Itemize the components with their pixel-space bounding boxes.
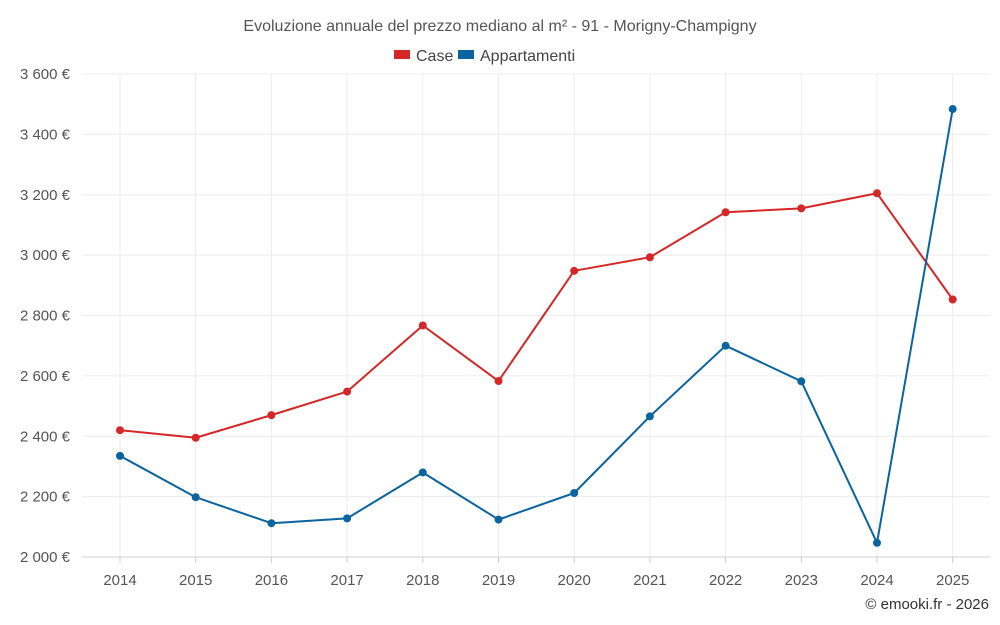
y-tick-label: 2 000 € — [20, 549, 71, 566]
data-point[interactable] — [267, 519, 276, 528]
x-tick-label: 2017 — [330, 572, 363, 589]
data-point[interactable] — [797, 377, 806, 386]
x-tick-label: 2023 — [785, 572, 818, 589]
data-point[interactable] — [721, 341, 730, 350]
data-point[interactable] — [948, 295, 957, 304]
series-line — [119, 192, 954, 439]
y-tick-label: 2 800 € — [20, 308, 71, 325]
data-point[interactable] — [116, 451, 124, 460]
data-point[interactable] — [721, 208, 730, 217]
y-tick-label: 2 400 € — [20, 428, 71, 445]
x-tick-label: 2015 — [179, 572, 212, 589]
x-gridlines — [119, 74, 954, 557]
data-point[interactable] — [418, 321, 427, 330]
x-axis-ticks: 2014 2015 2016 2017 2018 2019 2020 2021 2022 2023… — [103, 557, 969, 589]
data-point[interactable] — [494, 377, 503, 386]
y-tick-label: 2 200 € — [20, 489, 71, 506]
legend-swatch — [458, 50, 474, 59]
legend[interactable]: Case Appartamenti — [394, 48, 575, 65]
data-point[interactable] — [570, 266, 579, 275]
x-tick-label: 2025 — [936, 572, 969, 589]
legend-label: Case — [416, 48, 453, 65]
x-tick-label: 2016 — [255, 572, 288, 589]
series-case[interactable] — [116, 189, 957, 442]
data-point[interactable] — [645, 253, 654, 262]
data-point[interactable] — [873, 538, 881, 547]
data-point[interactable] — [343, 514, 352, 523]
series-layer — [116, 105, 957, 547]
x-tick-label: 2014 — [103, 572, 136, 589]
chart-title: Evoluzione annuale del prezzo mediano al… — [243, 18, 756, 35]
y-tick-label: 3 000 € — [20, 247, 71, 264]
legend-label: Appartamenti — [480, 48, 575, 65]
y-tick-label: 3 200 € — [20, 187, 71, 204]
data-point[interactable] — [267, 411, 276, 420]
legend-swatch — [394, 50, 410, 59]
data-point[interactable] — [191, 493, 200, 502]
data-point[interactable] — [797, 204, 806, 213]
x-tick-label: 2019 — [482, 572, 515, 589]
data-point[interactable] — [343, 387, 352, 396]
y-tick-label: 3 600 € — [20, 66, 71, 83]
legend-item-appartamenti[interactable]: Appartamenti — [458, 48, 575, 65]
data-point[interactable] — [191, 433, 200, 442]
data-point[interactable] — [873, 189, 881, 198]
y-tick-label: 3 400 € — [20, 126, 71, 143]
series-line — [119, 108, 954, 544]
y-tick-label: 2 600 € — [20, 368, 71, 385]
series-appartamenti[interactable] — [116, 105, 957, 547]
x-tick-label: 2022 — [709, 572, 742, 589]
y-axis-ticks: 2 000 € 2 200 € 2 400 € 2 600 € 2 800 € 3 000… — [20, 66, 71, 566]
x-tick-label: 2018 — [406, 572, 439, 589]
x-tick-label: 2024 — [860, 572, 893, 589]
data-point[interactable] — [116, 426, 124, 435]
x-tick-label: 2020 — [558, 572, 591, 589]
data-point[interactable] — [418, 468, 427, 477]
data-point[interactable] — [570, 489, 579, 498]
x-tick-label: 2021 — [633, 572, 666, 589]
data-point[interactable] — [948, 105, 957, 114]
credit-text: © emooki.fr - 2026 — [865, 596, 989, 613]
y-gridlines — [82, 73, 990, 498]
legend-item-case[interactable]: Case — [394, 48, 453, 65]
data-point[interactable] — [645, 412, 654, 421]
data-point[interactable] — [494, 515, 503, 524]
